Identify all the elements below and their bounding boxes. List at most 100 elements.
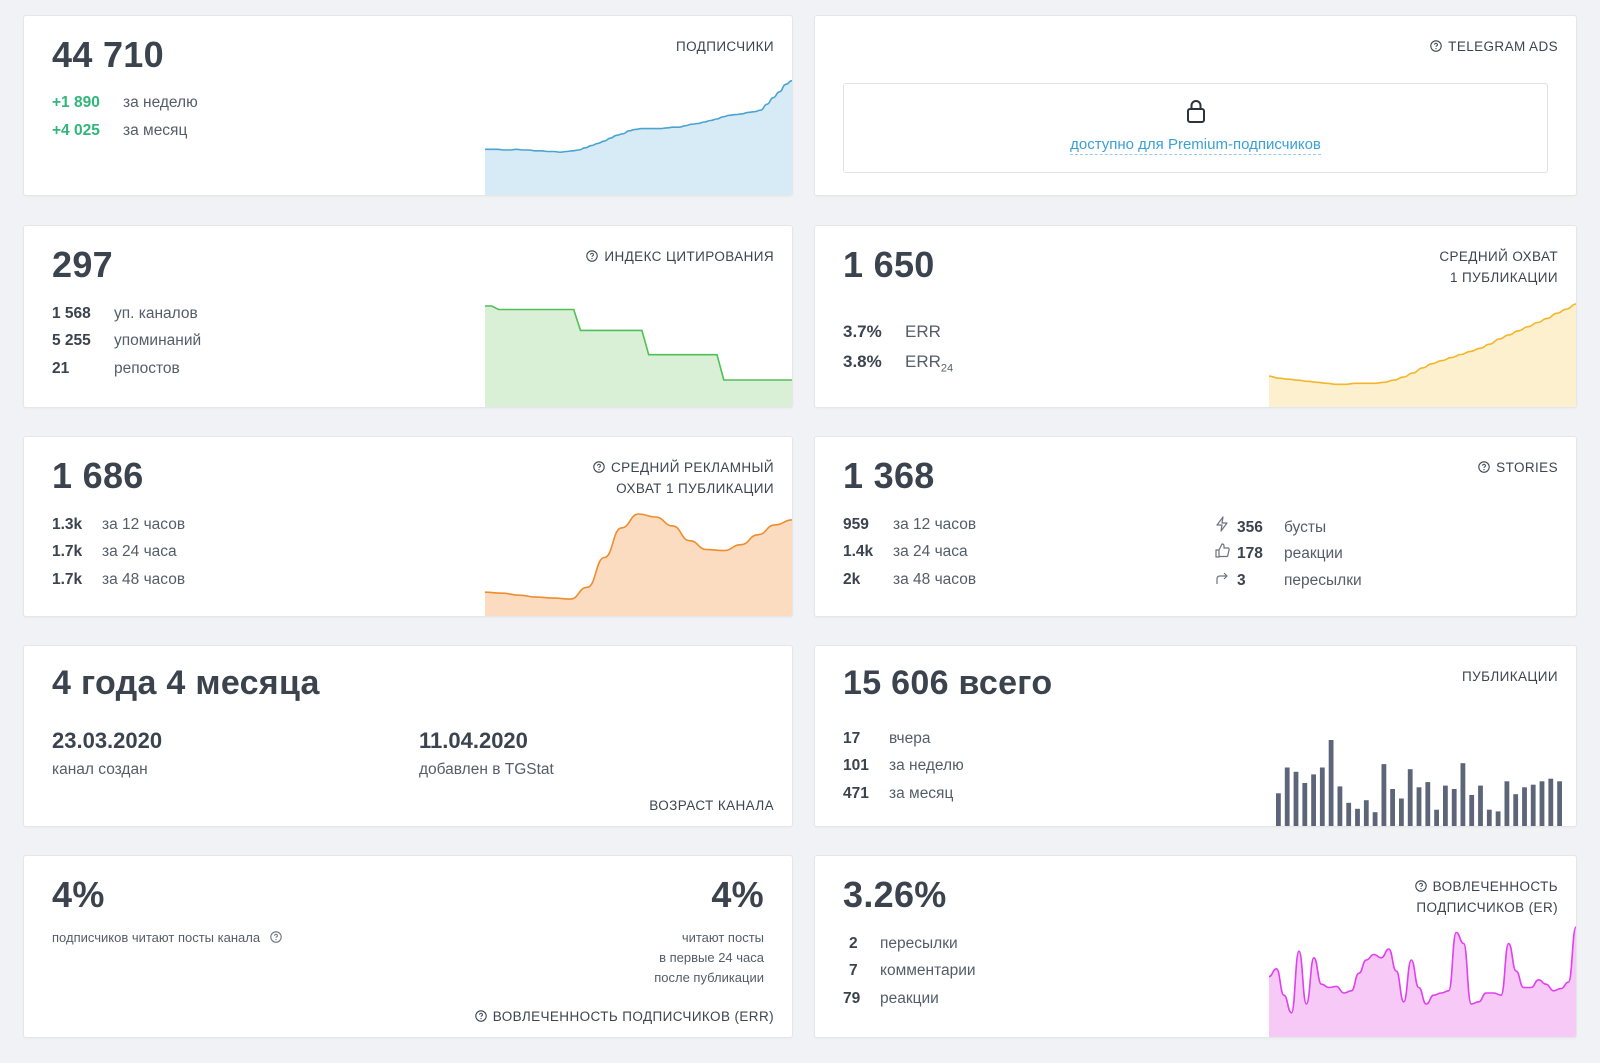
ad-reach-chart: [485, 513, 792, 616]
publications-bar: [1328, 740, 1334, 826]
ad-reach-row-label: за 48 часов: [102, 571, 186, 588]
er-row-label: пересылки: [880, 935, 958, 952]
stories-row-value: 1.4k: [843, 543, 874, 560]
help-icon[interactable]: [269, 931, 282, 943]
err-row: 3.7% ERR: [843, 322, 941, 342]
ad-reach-label-line1: СРЕДНИЙ РЕКЛАМНЫЙ: [611, 460, 774, 475]
channel-age-value: 4 года 4 месяца: [52, 664, 320, 702]
added-date: 11.04.2020: [419, 728, 528, 753]
stories-row-value: 2k: [843, 571, 861, 588]
publications-bar: [1539, 781, 1545, 826]
publications-bar: [1548, 778, 1554, 826]
er-row-value: 2: [849, 935, 858, 952]
premium-link[interactable]: доступно для Premium-подписчиков: [1070, 136, 1321, 155]
channel-age-card: 4 года 4 месяца 23.03.2020 канал создан …: [23, 645, 793, 827]
citation-chart: [485, 305, 792, 407]
stories-value: 1 368: [843, 455, 935, 496]
citation-row: 1 568 уп. каналов: [52, 305, 198, 323]
publications-bar: [1513, 794, 1519, 826]
help-icon[interactable]: [1478, 461, 1490, 473]
help-icon[interactable]: [474, 1010, 487, 1022]
publications-bar: [1522, 787, 1527, 826]
err-left-desc-text: подписчиков читают посты канала: [52, 930, 261, 945]
ad-reach-row-value: 1.7k: [52, 543, 83, 560]
er-row-value: 7: [849, 962, 858, 979]
err-left-desc: подписчиков читают посты канала: [52, 928, 282, 948]
chart-line: [485, 79, 792, 154]
subscribers-month-label: за месяц: [123, 122, 188, 139]
publications-total: 15 606 всего: [843, 664, 1053, 702]
avg-reach-label-line2: 1 ПУБЛИКАЦИИ: [1449, 270, 1558, 285]
subscribers-month-row: +4 025 за месяц: [52, 122, 187, 140]
citation-row-label: репостов: [114, 360, 180, 377]
reactions-row: 178 реакции: [1215, 543, 1343, 563]
stories-row-label: за 48 часов: [893, 571, 977, 588]
err-left-value: 4%: [52, 874, 105, 915]
err-right-line2: в первые 24 часа: [659, 950, 764, 965]
ad-reach-value: 1 686: [52, 455, 144, 496]
err-right-line1: читают посты: [681, 930, 764, 945]
avg-reach-label-line1: СРЕДНИЙ ОХВАТ: [1439, 249, 1558, 264]
help-icon[interactable]: [593, 461, 605, 473]
avg-reach-value: 1 650: [843, 244, 935, 285]
ad-reach-row: 1.7k за 24 часа: [52, 543, 177, 561]
citation-card: 297 ИНДЕКС ЦИТИРОВАНИЯ 1 568 уп. каналов …: [23, 225, 793, 408]
forward-arrow-icon: [1215, 571, 1237, 590]
avg-reach-label: СРЕДНИЙ ОХВАТ 1 ПУБЛИКАЦИИ: [1439, 246, 1558, 288]
err24-label: ERR: [905, 352, 941, 371]
citation-row-value: 5 255: [52, 332, 91, 349]
publications-bar: [1425, 782, 1431, 826]
publications-bar: [1407, 769, 1413, 826]
publications-bar: [1302, 783, 1308, 826]
ad-reach-row: 1.3k за 12 часов: [52, 516, 185, 534]
ad-reach-row-label: за 24 часа: [102, 543, 177, 560]
chart-area: [485, 514, 792, 616]
reactions-label: реакции: [1284, 545, 1343, 562]
help-icon[interactable]: [586, 250, 599, 262]
er-row-value: 79: [843, 990, 861, 1007]
citation-row: 21 репостов: [52, 360, 180, 378]
help-icon[interactable]: [1414, 880, 1427, 892]
publications-bar: [1311, 774, 1316, 826]
citation-row-label: уп. каналов: [114, 305, 198, 322]
subscribers-week-label: за неделю: [123, 94, 198, 111]
stories-label: STORIES: [1478, 457, 1558, 478]
stories-row: 959 за 12 часов: [843, 516, 976, 534]
premium-lock-box: доступно для Premium-подписчиков: [843, 83, 1548, 173]
boosts-value: 356: [1237, 519, 1263, 536]
err-label-text: ВОВЛЕЧЕННОСТЬ ПОДПИСЧИКОВ (ERR): [492, 1009, 774, 1024]
err-right-line3: после публикации: [654, 970, 764, 985]
publications-bar: [1372, 812, 1378, 826]
ad-reach-card: 1 686 СРЕДНИЙ РЕКЛАМНЫЙ ОХВАТ 1 ПУБЛИКАЦ…: [23, 436, 793, 617]
publications-label: ПУБЛИКАЦИИ: [1462, 669, 1558, 684]
help-icon[interactable]: [1430, 40, 1442, 52]
channel-age-label: ВОЗРАСТ КАНАЛА: [649, 798, 774, 813]
err-label: ВОВЛЕЧЕННОСТЬ ПОДПИСЧИКОВ (ERR): [474, 1006, 774, 1027]
err-right-value: 4%: [711, 874, 764, 915]
publications-bar: [1284, 767, 1290, 826]
publications-row-label: за неделю: [889, 757, 964, 774]
publications-bar-chart: [1276, 740, 1562, 826]
telegram-ads-label-text: TELEGRAM ADS: [1448, 39, 1558, 54]
telegram-ads-card: TELEGRAM ADS доступно для Premium-подпис…: [814, 15, 1577, 196]
subscribers-month-value: +4 025: [52, 122, 100, 139]
added-label: добавлен в TGStat: [419, 761, 554, 778]
reactions-value: 178: [1237, 545, 1263, 562]
er-row-label: реакции: [880, 990, 939, 1007]
subscribers-week-value: +1 890: [52, 94, 100, 111]
publications-bar: [1399, 798, 1404, 826]
publications-bar: [1495, 811, 1501, 826]
publications-bar: [1469, 795, 1475, 826]
er-label: ВОВЛЕЧЕННОСТЬ ПОДПИСЧИКОВ (ER): [1414, 876, 1558, 918]
publications-row-label: вчера: [889, 730, 931, 747]
chart-area: [1269, 304, 1576, 407]
er-value: 3.26%: [843, 874, 947, 915]
er-label-line1: ВОВЛЕЧЕННОСТЬ: [1432, 879, 1558, 894]
subscribers-week-row: +1 890 за неделю: [52, 94, 198, 112]
err-card: 4% подписчиков читают посты канала 4% чи…: [23, 855, 793, 1038]
citation-label: ИНДЕКС ЦИТИРОВАНИЯ: [586, 246, 774, 267]
stories-card: 1 368 STORIES 959 за 12 часов 1.4k за 24 ч…: [814, 436, 1577, 617]
lightning-icon: [1215, 516, 1237, 537]
chart-area: [485, 80, 792, 195]
publications-bar: [1355, 808, 1360, 826]
